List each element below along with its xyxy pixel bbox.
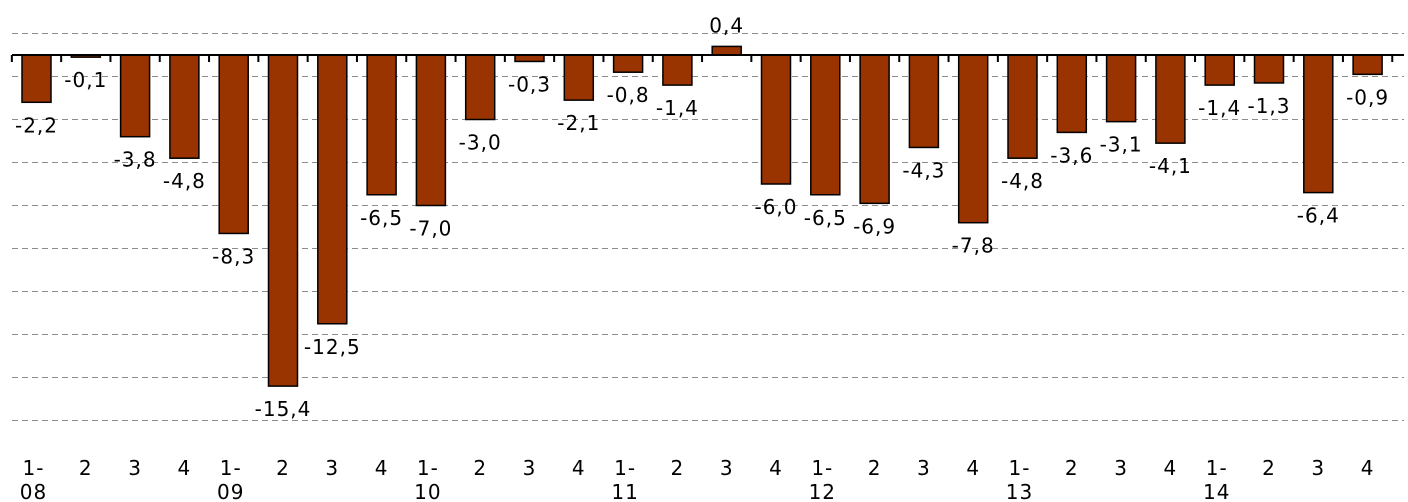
x-tick-label: 3 <box>325 456 339 480</box>
x-tick-label: 1- <box>417 456 439 480</box>
x-tick-label-year: 08 <box>20 480 47 502</box>
data-label: -0,9 <box>1346 85 1389 109</box>
bar <box>612 54 644 73</box>
data-labels: -2,2-0,1-3,8-4,8-8,3-15,4-12,5-6,5 -7,0-3… <box>15 13 1389 421</box>
bar <box>1204 54 1235 86</box>
bar <box>464 54 496 121</box>
data-label: -6,0 <box>754 195 797 219</box>
x-axis <box>10 54 1404 62</box>
data-label: -4,1 <box>1149 154 1192 178</box>
x-tick-label-year: 12 <box>809 480 836 502</box>
bar <box>169 54 200 159</box>
data-label: -7,8 <box>952 234 995 258</box>
x-tick-label-year: 10 <box>414 480 441 502</box>
x-tick-label-year: 11 <box>611 480 638 502</box>
data-label: -7,0 <box>409 217 452 241</box>
bar <box>563 54 595 101</box>
bar <box>1303 54 1334 194</box>
data-label: -8,3 <box>212 244 255 268</box>
bar <box>810 54 841 196</box>
bars <box>21 45 1383 387</box>
bar <box>1352 54 1383 76</box>
bar <box>662 54 693 86</box>
data-label: -3,0 <box>459 131 502 155</box>
data-label: -15,4 <box>255 397 312 421</box>
bar <box>760 54 792 185</box>
x-tick-label: 3 <box>128 456 142 480</box>
data-label: 0,4 <box>709 13 744 37</box>
x-tick-label: 2 <box>473 456 487 480</box>
data-label: -2,1 <box>557 111 600 135</box>
data-label: -6,5 <box>804 206 847 230</box>
data-label: -1,4 <box>656 96 699 120</box>
bar <box>1056 54 1088 134</box>
x-tick-label-year: 09 <box>217 480 244 502</box>
data-label: -3,6 <box>1050 143 1093 167</box>
data-label: -6,4 <box>1297 204 1340 228</box>
data-label: -1,3 <box>1247 94 1290 118</box>
data-label: -0,1 <box>64 68 107 92</box>
x-tick-label: 3 <box>720 456 734 480</box>
data-label: -0,8 <box>607 83 650 107</box>
bar <box>21 54 52 104</box>
x-tick-label: 2 <box>79 456 93 480</box>
data-label: -2,2 <box>15 113 58 137</box>
x-tick-label: 2 <box>1262 456 1276 480</box>
data-label: -4,8 <box>1001 169 1044 193</box>
data-label: -6,9 <box>853 214 896 238</box>
x-tick-label: 3 <box>1114 456 1128 480</box>
bar <box>366 54 397 196</box>
x-tick-label: 4 <box>375 456 389 480</box>
data-label: -3,1 <box>1100 133 1143 157</box>
x-tick-label: 4 <box>966 456 980 480</box>
data-label: -1,4 <box>1198 96 1241 120</box>
x-tick-label-year: 14 <box>1203 480 1230 502</box>
bar <box>957 54 989 224</box>
data-label: -3,8 <box>114 148 157 172</box>
bar <box>415 54 447 207</box>
x-tick-label: 2 <box>868 456 882 480</box>
bar <box>119 54 151 138</box>
x-tick-label: 1- <box>1206 456 1228 480</box>
bar <box>859 54 890 205</box>
bar <box>1105 54 1137 123</box>
x-tick-label: 3 <box>523 456 537 480</box>
bar <box>317 54 348 325</box>
category-labels: 1-082 3 4 1-092 3 4 1-102 3 4 1-112 3 4 1-122 3 4 1-132… <box>20 456 1375 502</box>
x-tick-label: 1- <box>811 456 833 480</box>
x-tick-label: 2 <box>1065 456 1079 480</box>
x-tick-label: 2 <box>276 456 290 480</box>
x-tick-label: 1- <box>1009 456 1031 480</box>
bar <box>1155 54 1186 144</box>
data-label: -12,5 <box>304 335 361 359</box>
data-label: -4,3 <box>902 158 945 182</box>
bar <box>1007 54 1038 159</box>
x-tick-label: 4 <box>769 456 783 480</box>
bar <box>711 45 742 56</box>
data-label: -6,5 <box>360 206 403 230</box>
x-tick-label: 3 <box>1311 456 1325 480</box>
bar <box>267 54 299 387</box>
x-tick-label: 4 <box>1361 456 1375 480</box>
x-tick-label: 1- <box>23 456 45 480</box>
data-label: -4,8 <box>163 169 206 193</box>
x-tick-label: 1- <box>220 456 242 480</box>
x-tick-label: 4 <box>1164 456 1178 480</box>
x-tick-label-year: 13 <box>1006 480 1033 502</box>
bar <box>1253 54 1285 84</box>
x-tick-label: 1- <box>614 456 636 480</box>
x-tick-label: 4 <box>572 456 586 480</box>
data-label: -0,3 <box>508 72 551 96</box>
bar <box>908 54 940 149</box>
bar <box>218 54 249 235</box>
x-tick-label: 2 <box>671 456 685 480</box>
x-tick-label: 3 <box>917 456 931 480</box>
x-tick-label: 4 <box>178 456 192 480</box>
